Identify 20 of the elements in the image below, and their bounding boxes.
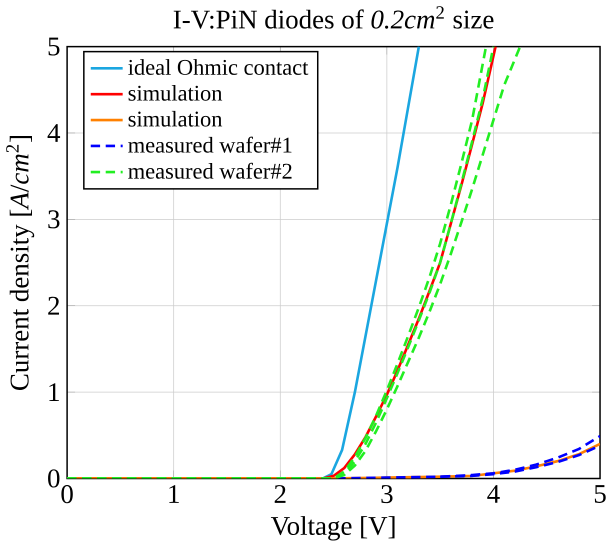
y-tick-label: 3 xyxy=(48,210,60,228)
x-tick-label: 1 xyxy=(169,485,179,503)
legend-label: ideal Ohmic contact xyxy=(128,59,308,76)
x-axis-title: Voltage [V] xyxy=(270,516,395,541)
legend-label: simulation xyxy=(128,85,222,101)
x-tick-label: 3 xyxy=(381,485,393,504)
y-tick-label: 1 xyxy=(49,383,59,402)
x-tick-label: 5 xyxy=(594,485,606,504)
y-tick-label: 5 xyxy=(48,38,60,56)
chart-title: I-V:PiN diodes of 0.2cm$^{2}$ size xyxy=(174,6,494,29)
legend-label: measured wafer#1 xyxy=(128,136,292,153)
y-tick-label: 4 xyxy=(48,124,60,142)
legend-label: measured wafer#2 xyxy=(128,162,292,179)
x-tick-label: 4 xyxy=(487,485,500,503)
x-tick-label: 0 xyxy=(61,485,73,504)
y-tick-label: 0 xyxy=(48,469,60,488)
legend-label: simulation xyxy=(128,110,222,127)
y-tick-label: 2 xyxy=(48,296,59,315)
x-tick-label: 2 xyxy=(274,485,286,503)
y-axis-title: Current density [A/cm$^{2}$] xyxy=(6,136,34,390)
